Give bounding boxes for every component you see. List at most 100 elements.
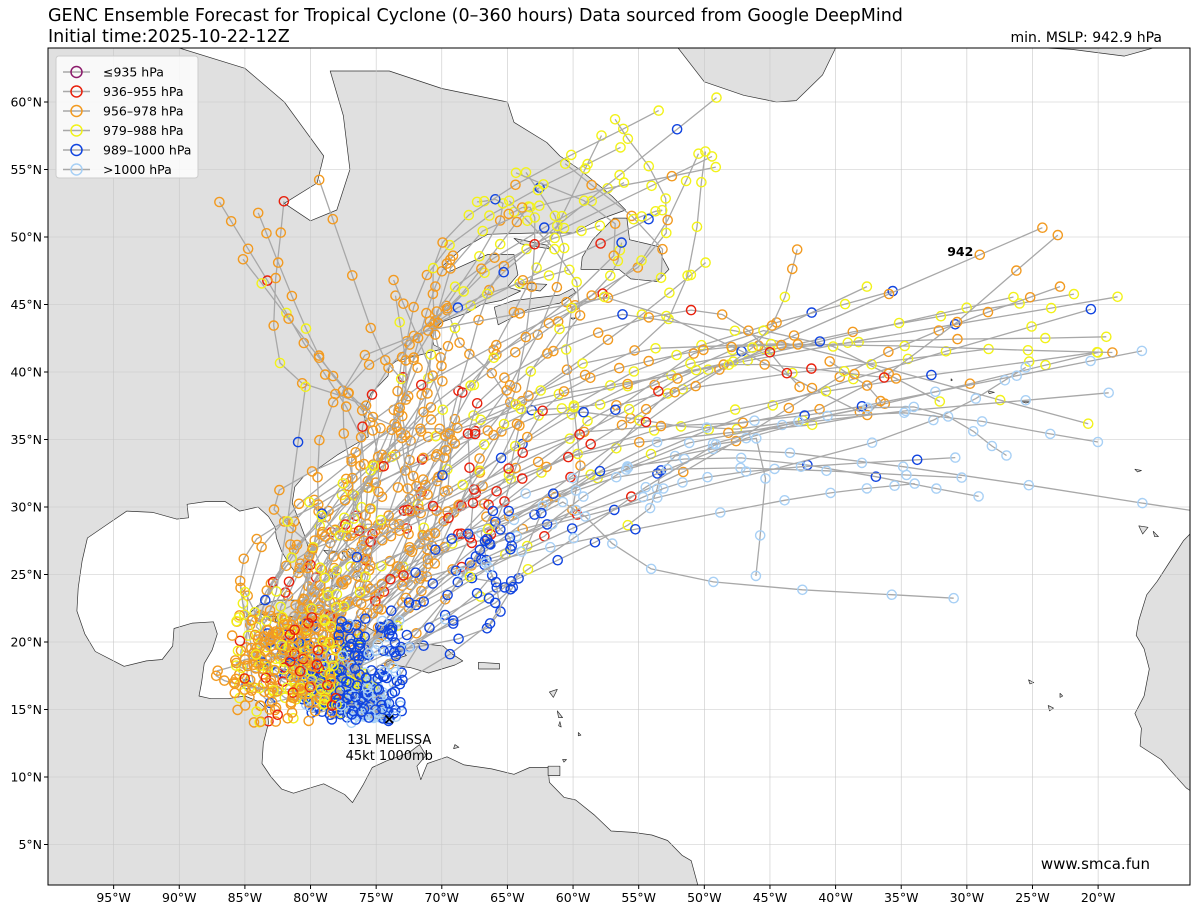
track-point	[289, 624, 301, 636]
track-point	[418, 406, 429, 418]
track-point	[740, 466, 752, 477]
track-point	[571, 276, 583, 288]
storm-name-label: 13L MELISSA	[347, 733, 431, 748]
track-point	[281, 619, 293, 630]
track-point	[396, 432, 408, 444]
track-point	[791, 244, 803, 255]
track-point	[319, 636, 331, 648]
track-point	[541, 461, 552, 473]
track-point	[1136, 345, 1148, 357]
track-point	[381, 672, 393, 684]
track-point	[276, 650, 287, 661]
track-point	[537, 500, 549, 512]
track-point	[1112, 291, 1123, 303]
track-point	[318, 694, 330, 706]
track-point	[300, 323, 312, 334]
track-point	[398, 570, 409, 581]
track-point	[779, 291, 791, 303]
track-point	[926, 369, 937, 381]
track-point	[948, 592, 960, 604]
track-point	[545, 541, 556, 553]
track-point	[403, 597, 415, 608]
track-point	[636, 255, 647, 266]
track-point	[436, 265, 448, 277]
chart-title: GENC Ensemble Forecast for Tropical Cycl…	[48, 6, 903, 48]
track-point	[1103, 387, 1114, 399]
track-point	[358, 535, 370, 547]
track-point	[952, 333, 963, 345]
lon-tick-label: 90°W	[162, 890, 197, 905]
track-point	[539, 222, 550, 233]
track-point	[1014, 298, 1025, 309]
track-point	[949, 318, 961, 330]
track-point	[488, 429, 499, 441]
track-point	[521, 540, 533, 552]
track-point	[304, 496, 315, 508]
track-point	[729, 404, 741, 415]
track-point	[355, 431, 367, 443]
track-point	[270, 702, 282, 714]
track-point	[489, 193, 501, 205]
track-point	[883, 288, 895, 300]
track-point	[806, 382, 818, 394]
lat-tick-label: 35°N	[10, 432, 42, 447]
track-point	[629, 345, 640, 356]
track-point	[437, 237, 448, 248]
credit-text: www.smca.fun	[1041, 855, 1150, 873]
track-point	[462, 528, 474, 540]
track-point	[286, 290, 298, 302]
track-point	[427, 288, 439, 300]
track-point	[358, 458, 370, 470]
storm-marker: × 13L MELISSA 45kt 1000mb	[346, 710, 433, 764]
track-point	[1011, 370, 1023, 382]
track-point	[341, 575, 352, 586]
track-point	[538, 179, 549, 190]
track-point	[254, 700, 266, 711]
track-point	[430, 281, 441, 292]
track-point	[968, 425, 979, 437]
track-point	[628, 366, 640, 377]
track-point	[361, 683, 373, 694]
track-point	[416, 454, 428, 465]
track-point	[464, 462, 475, 474]
track-point	[278, 516, 290, 527]
track-point	[317, 643, 329, 654]
track-point	[394, 402, 406, 414]
track-point	[447, 250, 459, 261]
lon-tick-label: 30°W	[950, 890, 985, 905]
track-point	[382, 646, 394, 658]
track-point	[347, 472, 358, 484]
track-point	[657, 243, 668, 255]
track-point	[238, 553, 250, 565]
legend-item-label: >1000 hPa	[103, 162, 172, 177]
track-point	[427, 370, 439, 382]
track-point	[456, 387, 468, 398]
track-point	[549, 232, 561, 244]
track-point	[729, 325, 741, 337]
track-point	[951, 316, 963, 328]
track-point	[797, 584, 808, 596]
track-point	[710, 438, 722, 450]
min-pressure-label: 942	[947, 244, 973, 259]
track-point	[378, 460, 390, 472]
track-point	[337, 650, 349, 661]
track-point	[653, 105, 665, 116]
track-point	[794, 381, 805, 393]
track-point	[783, 402, 795, 414]
track-point	[469, 425, 481, 437]
track-point	[276, 639, 288, 651]
track-point	[524, 201, 536, 213]
track-point	[376, 578, 388, 590]
legend-marker-icon	[70, 163, 83, 176]
track-point	[484, 538, 495, 550]
track-point	[602, 334, 614, 346]
track-point	[285, 671, 297, 683]
track-point	[793, 416, 804, 427]
track-point	[901, 469, 912, 481]
track-point	[580, 511, 591, 522]
track-point	[365, 322, 377, 334]
track-point	[599, 291, 610, 303]
track-point	[394, 316, 406, 328]
lat-tick-label: 25°N	[10, 567, 42, 582]
track-point	[395, 700, 406, 712]
